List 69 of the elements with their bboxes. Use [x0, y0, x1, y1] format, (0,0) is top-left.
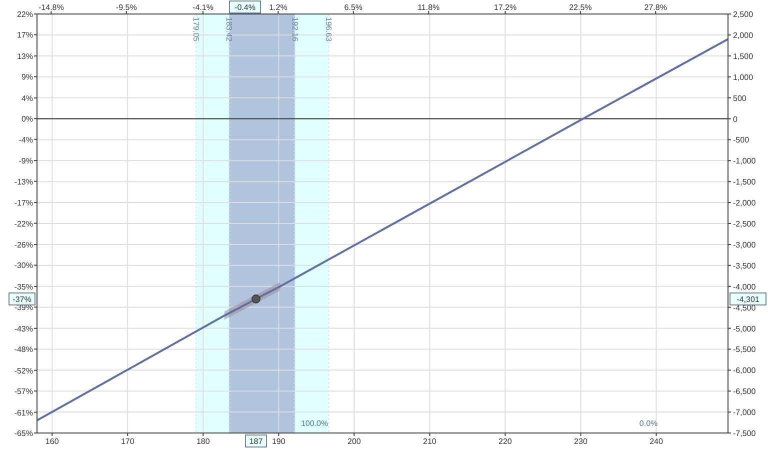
y-tick-label: -61% — [14, 408, 33, 418]
y-tick-label: -17% — [14, 198, 33, 208]
y-tick-label: 4% — [21, 94, 33, 103]
y-tick-label: -57% — [14, 387, 33, 396]
y2-tick-label: -7,000 — [733, 408, 756, 418]
x2-tick-label: -14.8% — [38, 3, 64, 12]
y2-tick-label: -3,000 — [733, 240, 756, 250]
x2-tick-label: 22.5% — [569, 3, 592, 12]
y2-tick-label: 0 — [733, 114, 738, 124]
x2-tick-label: 6.5% — [344, 3, 363, 12]
ref-line-label: 196.63 — [324, 17, 334, 42]
y-tick-label: -65% — [14, 429, 33, 438]
x-tick-label: 220 — [498, 437, 512, 446]
y-tick-label: -22% — [14, 219, 33, 228]
y2-tick-label: -3,500 — [733, 261, 756, 270]
y2-tick-label: -6,500 — [733, 387, 756, 396]
y-tick-label: -52% — [14, 366, 33, 376]
x-tick-label: 240 — [650, 437, 664, 446]
y-tick-label: -4% — [18, 135, 33, 144]
y2-tick-label: -1,000 — [733, 156, 756, 166]
y-tick-label: -26% — [14, 240, 33, 250]
annotation: 100.0% — [300, 419, 328, 428]
text: 187 — [249, 437, 264, 446]
y2-tick-label: -5,000 — [733, 324, 756, 334]
x2-tick-label: 27.8% — [644, 3, 667, 12]
y2-tick-label: -6,000 — [733, 366, 756, 376]
y-tick-label: 22% — [16, 10, 33, 19]
y-tick-label: -30% — [14, 261, 33, 270]
y2-tick-label: 1,000 — [733, 72, 754, 82]
y-tick-label: -13% — [14, 177, 33, 186]
y2-tick-label: -4,000 — [733, 282, 756, 292]
y2-tick-label: 500 — [733, 94, 747, 103]
y2-tick-label: 1,500 — [733, 52, 754, 61]
x2-tick-label: -9.5% — [116, 3, 137, 12]
ref-line-label: 183.42 — [224, 17, 234, 42]
y-tick-label: -35% — [14, 282, 33, 292]
ref-line-label: 192.16 — [290, 17, 300, 42]
x-tick-label: 170 — [120, 437, 135, 446]
text: -4,301 — [736, 294, 760, 304]
y-tick-label: -48% — [14, 345, 33, 354]
x-tick-label: 160 — [45, 437, 60, 446]
x-tick-label: 200 — [348, 437, 362, 446]
y-tick-label: 17% — [16, 30, 33, 40]
y2-tick-label: -2,000 — [733, 198, 756, 208]
annotation: 0.0% — [639, 419, 658, 428]
text: -0.4% — [234, 3, 256, 12]
y2-tick-label: -500 — [733, 136, 750, 145]
y-tick-label: 0% — [21, 114, 33, 124]
ref-line-label: 179.05 — [191, 17, 200, 42]
text: -37% — [12, 294, 32, 304]
y-tick-label: -9% — [18, 156, 33, 166]
y-tick-label: 13% — [16, 52, 33, 61]
x-tick-label: 190 — [272, 437, 286, 446]
y2-tick-label: -2,500 — [733, 220, 756, 228]
x-tick-label: 180 — [196, 437, 210, 446]
y2-tick-label: 2,000 — [733, 30, 754, 40]
x2-tick-label: 1.2% — [269, 3, 288, 12]
x-tick-label: 210 — [423, 437, 437, 446]
x2-tick-label: -4.1% — [192, 3, 214, 12]
x2-tick-label: 11.8% — [418, 3, 440, 12]
y-tick-label: -43% — [14, 324, 33, 334]
y2-tick-label: -5,500 — [733, 345, 756, 354]
x2-tick-label: 17.2% — [494, 3, 517, 12]
y-tick-label: 9% — [21, 72, 33, 82]
y2-tick-label: 2,500 — [733, 10, 754, 19]
x-tick-label: 230 — [574, 437, 588, 446]
y2-tick-label: -4,500 — [733, 303, 756, 312]
y2-tick-label: -7,500 — [733, 429, 756, 438]
y2-tick-label: -1,500 — [733, 178, 756, 187]
